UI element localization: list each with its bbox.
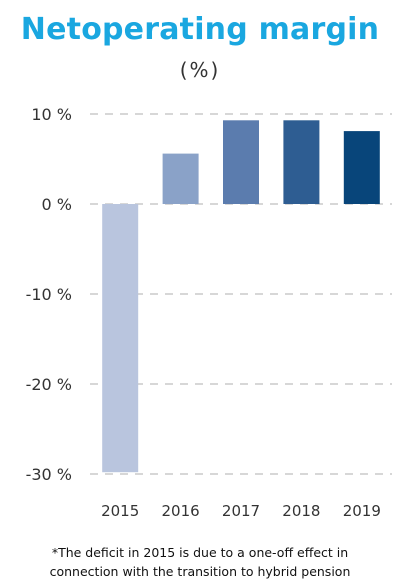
y-tick-label: 10 % [31, 105, 72, 124]
bar [223, 120, 259, 204]
x-tick-label: 2016 [162, 502, 200, 520]
x-tick-label: 2015 [101, 502, 139, 520]
bar [162, 153, 199, 204]
footnote-line-1: *The deficit in 2015 is due to a one-off… [51, 545, 349, 560]
footnote: *The deficit in 2015 is due to a one-off… [0, 543, 400, 581]
chart-title: Netoperating margin [20, 12, 380, 47]
bar [283, 120, 320, 204]
x-tick-label: 2018 [282, 502, 320, 520]
chart-subtitle: (%) [179, 58, 221, 82]
bar [102, 204, 139, 473]
y-tick-label: -10 % [26, 285, 72, 304]
x-tick-label: 2019 [343, 502, 381, 520]
y-tick-label: -20 % [26, 375, 72, 394]
x-tick-label: 2017 [222, 502, 260, 520]
y-tick-label: 0 % [42, 195, 72, 214]
bar [343, 131, 380, 204]
y-tick-label: -30 % [26, 465, 72, 484]
footnote-line-2: connection with the transition to hybrid… [49, 564, 351, 579]
bar-chart: 10 % 0 % -10 % -20 % -30 % 2015 2016 2017 2018 20… [26, 105, 392, 520]
